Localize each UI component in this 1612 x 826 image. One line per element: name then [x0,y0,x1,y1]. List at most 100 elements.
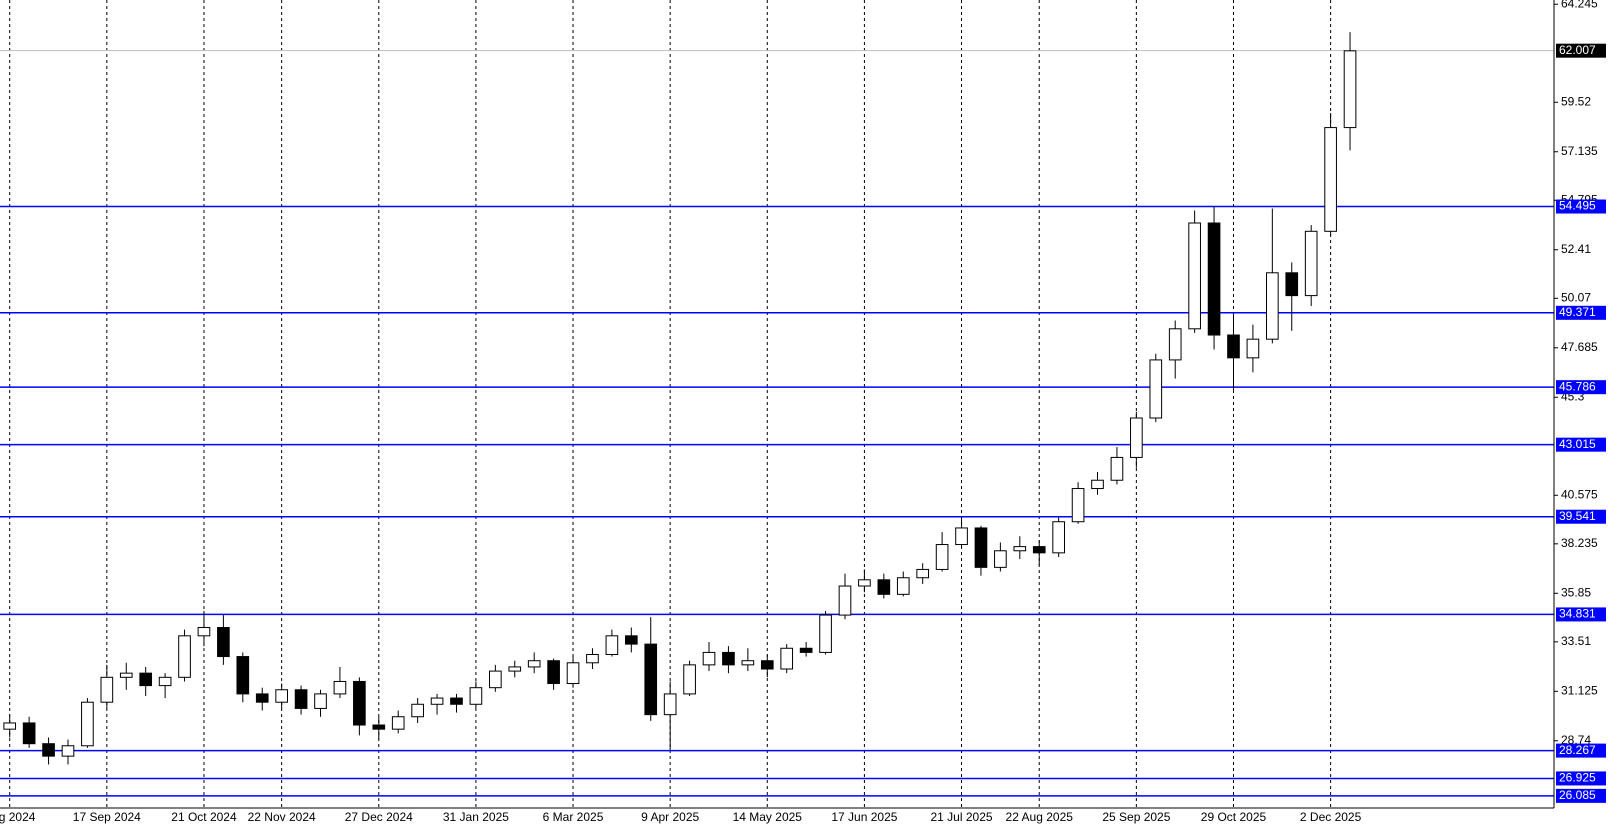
candle-body [353,680,366,726]
candle-body [508,666,522,672]
candle-body [663,693,677,716]
candle-body [722,651,735,666]
x-tick-label: 27 Dec 2024 [345,810,413,824]
candle-body [100,676,114,703]
y-tick-label: 38.235 [1561,536,1598,550]
y-tick-label: 35.85 [1561,585,1591,599]
candle-body [391,716,405,730]
candle-body [81,701,94,747]
x-tick-label: 29 Oct 2025 [1201,810,1267,824]
candle-body [702,651,716,666]
candle-body [3,722,17,730]
candle-body [1304,230,1318,297]
x-tick-label: 6 Mar 2025 [543,810,604,824]
level-line-label: 39.541 [1559,509,1596,523]
candle-body [858,579,871,587]
y-tick-label: 31.125 [1561,683,1598,697]
last-price-line-box [1556,43,1606,58]
x-tick-label: Aug 2024 [0,810,36,824]
candle-body [236,656,250,695]
candle-body [955,527,968,546]
y-tick-label: 59.52 [1561,94,1591,108]
candle-body [1130,417,1143,458]
level-line-box [1556,380,1606,395]
candle-body [994,550,1007,568]
candle-body [255,693,269,703]
level-line-label: 49.371 [1559,305,1596,319]
level-line-label: 34.831 [1559,607,1596,621]
candle-body [1285,272,1299,297]
candle-body [1266,272,1279,340]
level-line-box [1556,437,1606,452]
candle-body [411,703,424,718]
level-line-box [1556,771,1606,786]
level-line-box [1556,199,1606,214]
candle-body [896,577,910,595]
candle-body [974,527,988,568]
candle-body [741,660,755,666]
candle-body [799,647,813,653]
level-line-box [1556,788,1606,803]
level-line-box [1556,305,1606,320]
candle-body [119,672,133,678]
candle-body [1188,222,1201,330]
candle-body [489,670,502,689]
candle-body [877,579,891,595]
y-tick-label: 50.07 [1561,290,1591,304]
candle-body [1110,456,1124,481]
candle-body [838,585,852,616]
x-tick-label: 22 Nov 2024 [248,810,316,824]
x-tick-label: 25 Sep 2025 [1102,810,1170,824]
candle-body [819,614,832,653]
candle-body [275,689,288,703]
x-tick-label: 17 Sep 2024 [73,810,141,824]
candle-body [139,672,153,687]
x-tick-label: 2 Dec 2025 [1300,810,1362,824]
candle-body [1168,328,1182,361]
candle-body [586,653,599,664]
x-tick-label: 21 Jul 2025 [931,810,993,824]
y-tick-label: 52.41 [1561,242,1591,256]
level-line-label: 43.015 [1559,437,1596,451]
candle-body [430,697,444,705]
level-line-box [1556,607,1606,622]
x-tick-label: 17 Jun 2025 [831,810,897,824]
candle-body [158,676,172,687]
candle-body [1013,546,1027,552]
y-tick-label: 28.74 [1561,733,1591,747]
y-tick-label: 57.135 [1561,144,1598,158]
candle-body [547,660,560,685]
level-line-label: 26.925 [1559,771,1596,785]
candle-body [683,664,696,695]
level-line-label: 28.267 [1559,743,1596,757]
candle-body [217,627,230,658]
candle-body [61,745,75,757]
y-tick-label: 47.685 [1561,340,1598,354]
candle-body [197,627,211,637]
candle-body [42,743,55,757]
candle-body [780,647,794,670]
candle-body [314,693,327,709]
candle-body [916,568,930,579]
candle-body [1052,521,1065,554]
candle-body [1343,50,1357,129]
candle-body [760,660,774,670]
candle-body [1207,222,1221,336]
x-tick-label: 14 May 2025 [733,810,803,824]
candle-body [178,635,191,678]
x-tick-label: 21 Oct 2024 [171,810,237,824]
candle-body [333,680,347,695]
level-line-label: 54.495 [1559,199,1596,213]
candle-body [450,697,463,705]
candle-body [294,689,308,709]
x-tick-label: 31 Jan 2025 [443,810,509,824]
level-line-label: 26.085 [1559,788,1596,802]
y-tick-label: 40.575 [1561,487,1598,501]
candle-body [624,635,638,645]
y-tick-label: 33.51 [1561,634,1591,648]
level-line-box [1556,743,1606,758]
x-tick-label: 22 Aug 2025 [1006,810,1074,824]
y-tick-label: 64.245 [1561,0,1598,10]
